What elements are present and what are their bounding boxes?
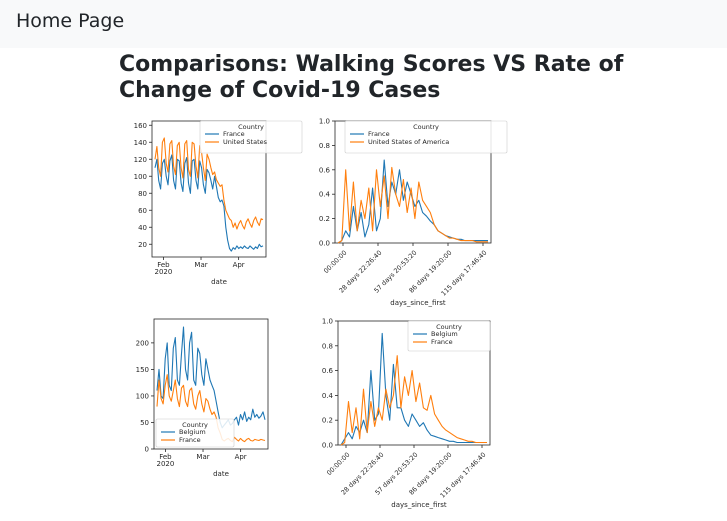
series-line-united-states <box>154 137 264 230</box>
y-tick-label: 160 <box>134 122 147 130</box>
y-tick-label: 0.6 <box>322 367 334 375</box>
x-axis-label: days_since_first <box>391 501 447 509</box>
y-tick-label: 0.2 <box>322 417 333 425</box>
y-tick-label: 140 <box>134 139 147 147</box>
y-tick-label: 80 <box>138 190 147 198</box>
x-tick-label: 2020 <box>156 460 174 468</box>
x-tick-label: Apr <box>235 453 247 461</box>
y-tick-label: 0.0 <box>319 240 330 248</box>
legend-entry: France <box>431 338 453 346</box>
series-line-france <box>154 154 264 252</box>
y-tick-label: 0.8 <box>322 342 333 350</box>
y-tick-label: 20 <box>138 241 147 249</box>
legend-box <box>155 418 235 448</box>
legend-entry: United States <box>223 138 268 146</box>
y-tick-label: 40 <box>138 224 147 232</box>
chart-row-france-vs-us: 20 40 60 80 100 120 140 160 Feb 2020 Mar Apr date Cou… <box>120 113 512 318</box>
x-tick-label: Mar <box>196 453 209 461</box>
legend-box <box>407 320 491 352</box>
y-tick-label: 1.0 <box>319 118 330 126</box>
x-tick-label: Feb <box>159 453 172 461</box>
y-tick-label: 60 <box>138 207 147 215</box>
x-tick-label: Apr <box>233 261 245 269</box>
x-axis-label: days_since_first <box>390 299 446 307</box>
y-tick-label: 100 <box>136 392 149 400</box>
legend-title: Country <box>413 123 439 131</box>
series-line-france <box>340 355 487 446</box>
y-tick-label: 1.0 <box>322 318 333 326</box>
x-axis-label: date <box>211 278 227 286</box>
series-line-france <box>156 374 266 443</box>
chart-row-belgium-vs-france: 0 50 100 150 200 Feb 2020 Mar Apr date Country Belg… <box>120 313 512 517</box>
x-tick-label: 00:00:00 <box>322 249 348 275</box>
x-tick-label: 2020 <box>154 268 172 276</box>
legend-entry: Belgium <box>179 428 206 436</box>
x-axis-label: date <box>213 470 229 478</box>
y-tick-label: 0.4 <box>322 392 334 400</box>
page-title: Comparisons: Walking Scores VS Rate of C… <box>119 52 624 103</box>
y-tick-label: 150 <box>136 366 149 374</box>
legend-box <box>199 120 303 154</box>
y-tick-label: 0.4 <box>319 191 331 199</box>
y-tick-label: 120 <box>134 156 147 164</box>
series-line-belgium <box>340 332 487 446</box>
y-tick-label: 0.0 <box>322 442 333 450</box>
y-tick-label: 200 <box>136 339 149 347</box>
x-tick-label: 00:00:00 <box>325 451 351 477</box>
navbar: Home Page <box>0 0 727 48</box>
y-tick-label: 0.2 <box>319 215 330 223</box>
y-tick-label: 100 <box>134 173 147 181</box>
y-tick-label: 0 <box>145 446 149 454</box>
legend-entry: Belgium <box>431 330 458 338</box>
legend-entry: United States of America <box>368 138 449 146</box>
legend-title: Country <box>238 123 264 131</box>
legend-entry: France <box>179 436 201 444</box>
legend-box <box>344 120 508 154</box>
legend-title: Country <box>182 421 208 429</box>
home-page-link[interactable]: Home Page <box>16 10 125 32</box>
x-tick-label: Feb <box>157 261 170 269</box>
series-line-belgium <box>156 326 266 429</box>
legend-title: Country <box>436 323 462 331</box>
legend-entry: France <box>223 130 245 138</box>
y-tick-label: 0.8 <box>319 142 330 150</box>
x-tick-label: Mar <box>194 261 207 269</box>
series-line-united-states-of-america <box>337 166 488 244</box>
legend-entry: France <box>368 130 390 138</box>
y-tick-label: 0.6 <box>319 166 331 174</box>
y-tick-label: 50 <box>140 419 149 427</box>
